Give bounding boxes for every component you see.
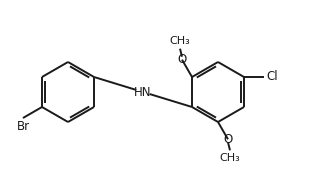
Text: HN: HN (134, 86, 152, 98)
Text: O: O (223, 133, 233, 146)
Text: O: O (177, 53, 187, 66)
Text: CH₃: CH₃ (170, 36, 190, 46)
Text: Cl: Cl (266, 70, 278, 84)
Text: Br: Br (16, 120, 30, 133)
Text: CH₃: CH₃ (219, 153, 241, 163)
